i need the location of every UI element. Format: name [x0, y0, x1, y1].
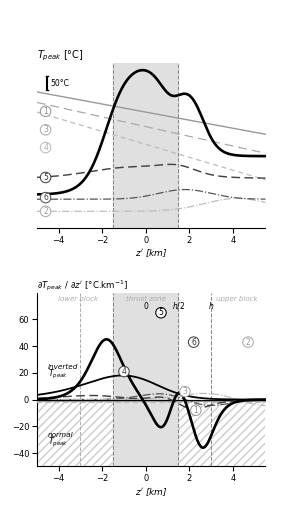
Text: normal: normal [48, 432, 73, 438]
Text: $\partial\it{T}_{peak}\ /\ \partial z'\ $[°C.km$^{-1}$]: $\partial\it{T}_{peak}\ /\ \partial z'\ … [37, 278, 128, 293]
Text: 3: 3 [183, 387, 187, 396]
Text: 50°C: 50°C [50, 79, 69, 88]
Text: lower block: lower block [58, 296, 98, 302]
Text: $\it{T}_{peak}$ [°C]: $\it{T}_{peak}$ [°C] [37, 49, 83, 63]
X-axis label: $z'$ [km]: $z'$ [km] [135, 248, 168, 259]
Text: 6: 6 [191, 337, 196, 346]
Text: 1: 1 [43, 107, 48, 116]
Text: 0: 0 [143, 302, 148, 311]
Text: upper block: upper block [217, 296, 258, 302]
Text: 5: 5 [158, 308, 163, 317]
Text: 4: 4 [43, 143, 48, 152]
Text: thrust zone: thrust zone [126, 296, 166, 302]
X-axis label: $z'$ [km]: $z'$ [km] [135, 486, 168, 497]
Bar [113, 293, 178, 466]
Text: 2: 2 [43, 207, 48, 216]
Text: $\it{T}_{peak}$: $\it{T}_{peak}$ [48, 436, 68, 450]
Text: 5: 5 [43, 173, 48, 182]
Text: $h/2$: $h/2$ [172, 300, 185, 311]
Text: 2: 2 [246, 337, 250, 346]
Text: 6: 6 [43, 193, 48, 202]
Text: 4: 4 [122, 367, 127, 376]
Text: $h$: $h$ [208, 300, 214, 311]
Text: 3: 3 [43, 125, 48, 134]
Bar [113, 63, 178, 228]
Text: inverted: inverted [48, 364, 78, 370]
Text: $\it{T}_{peak}$: $\it{T}_{peak}$ [48, 368, 68, 381]
Text: 1: 1 [194, 406, 198, 415]
